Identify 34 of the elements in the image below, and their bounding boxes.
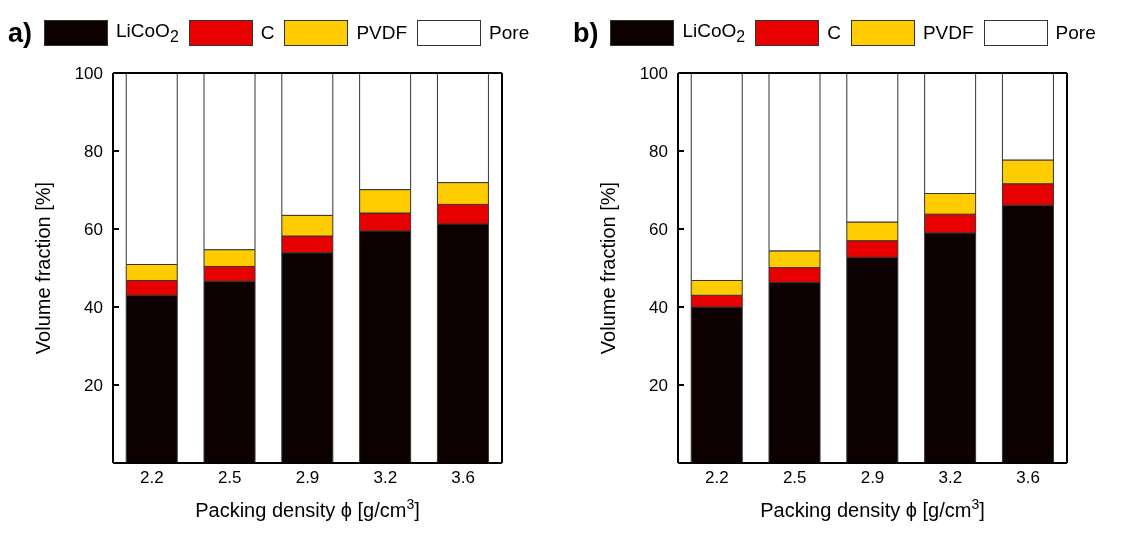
legend-label: C bbox=[827, 22, 841, 44]
y-tick-label: 20 bbox=[649, 376, 668, 396]
x-tick-label: 3.2 bbox=[373, 468, 398, 488]
y-tick-label: 20 bbox=[84, 376, 103, 396]
x-tick-label: 2.9 bbox=[860, 468, 885, 488]
legend-label: C bbox=[260, 22, 275, 44]
x-axis-title: Packing density ϕ [g/cm$^{3}$] bbox=[760, 496, 985, 521]
x-tick-label: 3.6 bbox=[451, 468, 475, 488]
legend-label: PVDF bbox=[356, 22, 408, 44]
x-axis-title: Packing density ϕ [g/cm$^{3}$] bbox=[195, 496, 420, 521]
legend-label: Pore bbox=[489, 22, 530, 44]
y-tick-label: 100 bbox=[639, 64, 668, 84]
x-tick-label: 2.2 bbox=[705, 468, 729, 488]
y-tick-label: 80 bbox=[649, 142, 668, 162]
x-tick-label: 2.5 bbox=[782, 468, 807, 488]
y-tick-label: 40 bbox=[84, 298, 103, 318]
x-tick-label: 2.5 bbox=[217, 468, 242, 488]
chart-title: a) bbox=[8, 17, 33, 49]
legend-label: PVDF bbox=[922, 22, 974, 44]
x-tick-label: 3.2 bbox=[938, 468, 963, 488]
y-tick-label: 60 bbox=[649, 220, 668, 240]
legend-label: Pore bbox=[1055, 22, 1096, 44]
x-tick-label: 2.2 bbox=[140, 468, 164, 488]
legend-label: LiCoO$_{2}$ bbox=[116, 20, 179, 46]
x-tick-label: 2.9 bbox=[295, 468, 320, 488]
y-tick-label: 60 bbox=[84, 220, 103, 240]
y-axis-title: Volume fraction [%] bbox=[597, 181, 619, 355]
x-tick-label: 3.6 bbox=[1016, 468, 1040, 488]
y-tick-label: 100 bbox=[74, 64, 103, 84]
legend-label: LiCoO$_{2}$ bbox=[682, 20, 746, 46]
y-tick-label: 80 bbox=[84, 142, 103, 162]
chart-title: b) bbox=[573, 17, 599, 49]
y-tick-label: 40 bbox=[649, 298, 668, 318]
y-axis-title: Volume fraction [%] bbox=[32, 181, 54, 355]
